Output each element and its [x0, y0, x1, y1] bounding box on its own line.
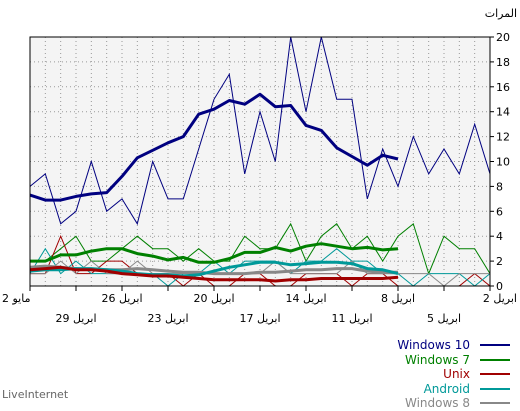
legend-label: Windows 8 — [404, 396, 470, 411]
x-tick-label: 17 ابريل — [239, 312, 280, 325]
legend-swatch — [480, 387, 510, 390]
legend-item: Android — [397, 382, 510, 397]
y-tick-label: 18 — [496, 56, 510, 69]
y-axis-title: المرات — [485, 7, 517, 20]
y-tick-label: 14 — [496, 106, 510, 119]
brand-label: LiveInternet — [2, 388, 69, 401]
y-tick-label: 4 — [496, 230, 503, 243]
x-tick-label: 2 مايو — [2, 292, 31, 305]
series-layer — [29, 36, 491, 287]
legend-label: Windows 7 — [404, 352, 470, 367]
axes-layer: 0 2 4 6 8 10 12 14 16 18 20 2 مايو 26 ابريل 20 ابريل 1… — [2, 31, 517, 325]
y-tick-label: 6 — [496, 205, 503, 218]
legend-swatch — [480, 373, 510, 376]
legend-item: Unix — [397, 367, 510, 382]
y-tick-label: 16 — [496, 81, 510, 94]
x-tick-label: 8 ابريل — [381, 292, 415, 305]
series-trend-unix — [29, 265, 399, 283]
legend-item: Windows 8 — [397, 396, 510, 411]
series-line-windows-10 — [29, 36, 491, 226]
x-tick-label: 11 ابريل — [331, 312, 372, 325]
legend: Windows 10 Windows 7 Unix Android Windows 8 — [397, 338, 510, 411]
x-tick-label: 20 ابريل — [193, 292, 234, 305]
x-tick-label: 2 ابريل — [483, 292, 517, 305]
x-tick-label: 5 ابريل — [427, 312, 461, 325]
x-tick-label: 23 ابريل — [147, 312, 188, 325]
legend-item: Windows 10 — [397, 338, 510, 353]
legend-swatch — [480, 402, 510, 405]
y-tick-label: 10 — [496, 156, 510, 169]
legend-label: Windows 10 — [397, 338, 470, 353]
legend-label: Unix — [443, 367, 470, 382]
x-tick-label: 26 ابريل — [101, 292, 142, 305]
y-tick-label: 0 — [496, 280, 503, 293]
y-tick-label: 12 — [496, 131, 510, 144]
legend-swatch — [480, 358, 510, 361]
series-trend-windows-7 — [30, 242, 399, 264]
y-tick-label: 2 — [496, 255, 503, 268]
y-tick-label: 8 — [496, 180, 503, 193]
y-tick-label: 20 — [496, 31, 510, 44]
grid — [30, 36, 490, 287]
x-tick-label: 29 ابريل — [55, 312, 96, 325]
legend-swatch — [480, 344, 510, 347]
series-trend-windows-10 — [29, 92, 399, 202]
legend-label: Android — [423, 381, 470, 396]
legend-item: Windows 7 — [397, 353, 510, 368]
x-tick-label: 14 ابريل — [285, 292, 326, 305]
